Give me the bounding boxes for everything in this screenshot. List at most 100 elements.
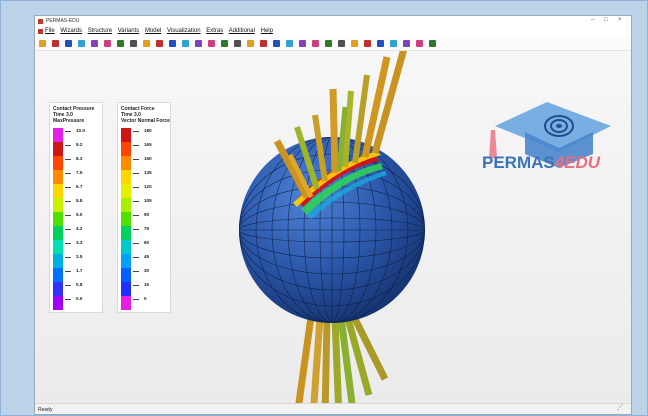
model-view [239,51,425,403]
legend-tick [133,145,139,146]
load-icon[interactable] [143,40,150,47]
legend-color-swatch [121,254,131,268]
deform-icon[interactable] [208,40,215,47]
view-right-icon[interactable] [338,40,345,47]
view-front-icon[interactable] [299,40,306,47]
permas4edu-logo [489,102,611,168]
legend-tick [65,299,71,300]
view-bottom-icon[interactable] [364,40,371,47]
legend-tick [133,229,139,230]
legend-value-label: 5.0 [76,212,83,217]
menu-variants[interactable]: Variants [117,28,140,34]
legend-value-label: 15 [144,282,150,287]
legend-color-swatch [121,240,131,254]
logo-brand: PERMAS [482,153,555,172]
result-icon[interactable] [156,40,163,47]
menu-visualization[interactable]: Visualization [166,28,201,34]
fit-icon[interactable] [234,40,241,47]
save-icon[interactable] [52,40,59,47]
legend-color-swatch [121,128,131,142]
legend-color-swatch [53,282,63,296]
legend-value-label: 135 [144,170,152,175]
legend-color-swatch [53,296,63,310]
legend-value-label: 4.2 [76,226,83,231]
legend-color-swatch [121,268,131,282]
rotate-icon[interactable] [260,40,267,47]
view-iso-icon[interactable] [377,40,384,47]
legend-value-label: 6.7 [76,184,83,189]
legend-color-swatch [53,128,63,142]
legend-color-swatch [53,226,63,240]
light-icon[interactable] [286,40,293,47]
open-icon[interactable] [39,40,46,47]
menu-wizards[interactable]: Wizards [60,28,83,34]
legend-value-label: 165 [144,142,152,147]
model-icon[interactable] [78,40,85,47]
menu-structure[interactable]: Structure [87,28,113,34]
animate-icon[interactable] [221,40,228,47]
measure-icon[interactable] [403,40,410,47]
legend-value-label: 8.3 [76,156,83,161]
legend-color-swatch [121,226,131,240]
legend-tick [65,271,71,272]
pan-icon[interactable] [273,40,280,47]
print-icon[interactable] [65,40,72,47]
contour-icon[interactable] [195,40,202,47]
legend-color-swatch [121,296,131,310]
vector-icon[interactable] [169,40,176,47]
pick-icon[interactable] [390,40,397,47]
mesh-icon[interactable] [91,40,98,47]
app-window: PERMAS-EDU – □ × File Wizards Structure … [34,15,632,415]
settings-icon[interactable] [429,40,436,47]
minimize-icon[interactable]: – [591,17,595,23]
status-bar: Ready [35,403,631,414]
menu-help[interactable]: Help [260,28,273,34]
legend-tick [65,243,71,244]
element-icon[interactable] [104,40,111,47]
group-icon[interactable] [130,40,137,47]
menu-additional[interactable]: Additional [228,28,255,34]
legend-value-label: 60 [144,240,150,245]
legend-tick [65,285,71,286]
legend-tick [65,229,71,230]
legend-value-label: 90 [144,212,150,217]
title-bar: PERMAS-EDU – □ × [35,16,631,27]
legend-tick [133,159,139,160]
legend-color-swatch [121,156,131,170]
legend-color-swatch [53,198,63,212]
menu-model[interactable]: Model [144,28,162,34]
legend-value-label: 7.5 [76,170,83,175]
legend-value-label: 2.5 [76,254,83,259]
close-icon[interactable]: × [618,17,622,23]
legend-tick [65,187,71,188]
legend-tick [65,215,71,216]
view-top-icon[interactable] [351,40,358,47]
logo-wordmark: PERMAS4EDU [482,153,600,173]
legend-tick [133,257,139,258]
maximize-icon[interactable]: □ [604,17,608,23]
view-back-icon[interactable] [312,40,319,47]
zoom-icon[interactable] [247,40,254,47]
legend-tick [65,159,71,160]
legend-force-title: Contact Force [121,106,155,112]
legend-color-swatch [121,142,131,156]
contact-icon[interactable] [182,40,189,47]
legend-color-swatch [53,268,63,282]
view-left-icon[interactable] [325,40,332,47]
legend-value-label: 75 [144,226,150,231]
legend-value-label: 180 [144,128,152,133]
clip-icon[interactable] [416,40,423,47]
legend-value-label: 120 [144,184,152,189]
contact-force-vectors-top [273,51,407,199]
legend-value-label: 3.3 [76,240,83,245]
node-icon[interactable] [117,40,124,47]
menu-file[interactable]: File [45,28,55,34]
legend-value-label: 9.2 [76,142,83,147]
legend-value-label: 0.0 [76,296,83,301]
menu-extras[interactable]: Extras [206,28,224,34]
legend-color-swatch [53,156,63,170]
legend-pressure-title: Contact Pressure [53,106,95,112]
resize-grip-icon[interactable]: ⋰ [617,405,623,411]
legend-contact-pressure: Contact Pressure Time 3.0 MaxPressure 10… [49,102,103,313]
